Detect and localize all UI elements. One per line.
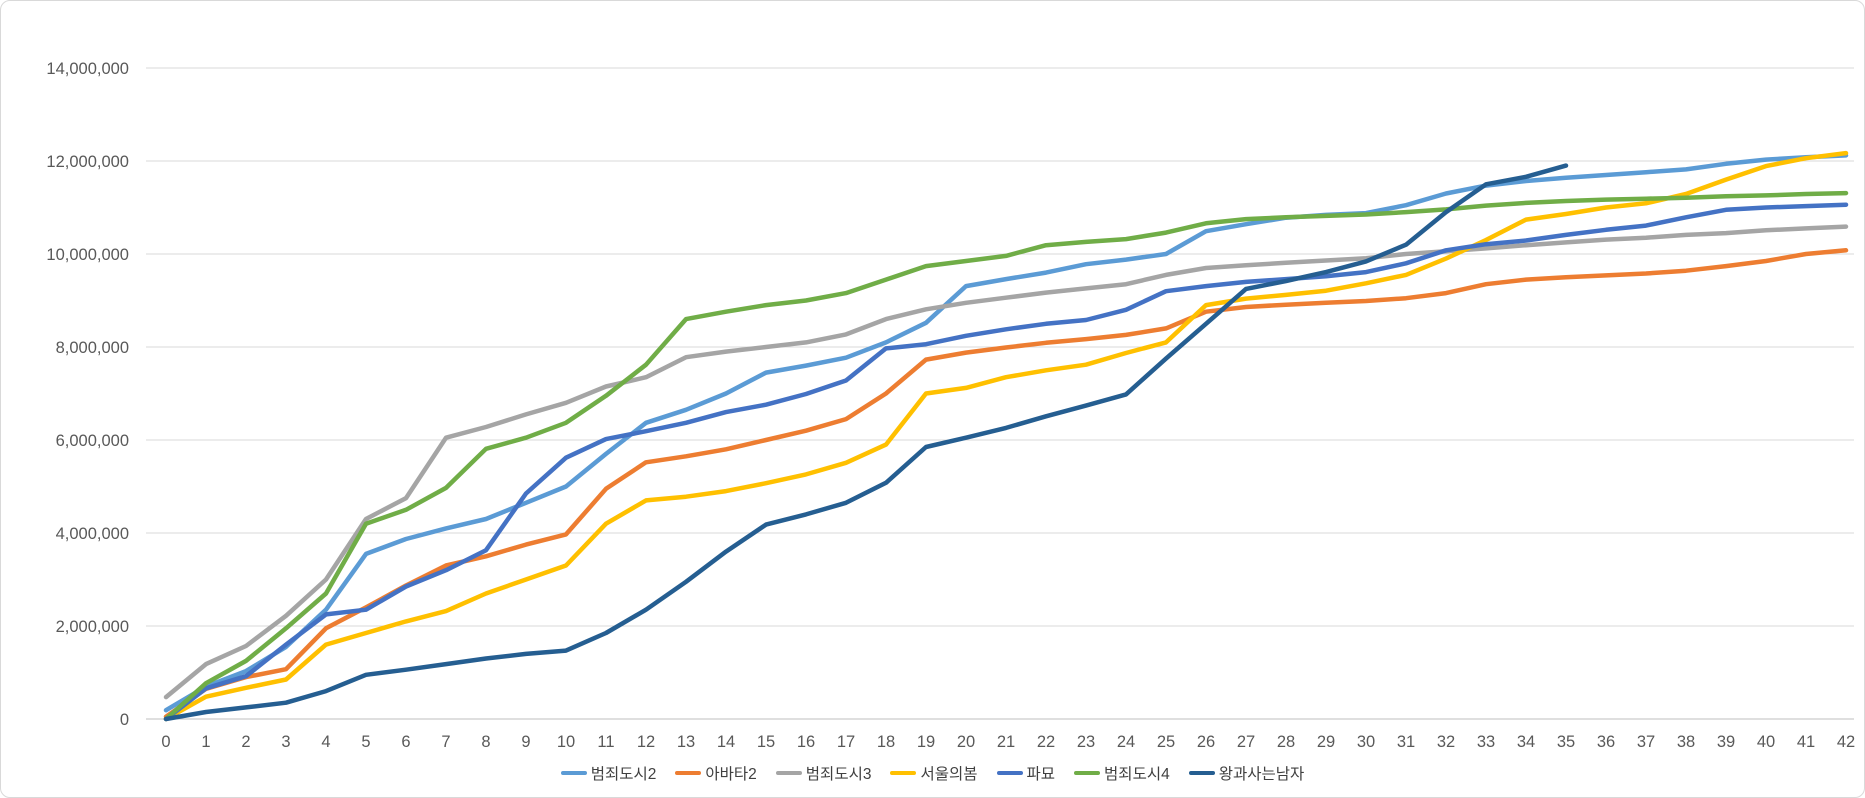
x-tick-label: 16 — [797, 733, 815, 751]
series-line-범죄도시2 — [163, 153, 1849, 713]
y-tick-label: 0 — [120, 711, 129, 729]
x-tick-label: 5 — [361, 733, 370, 751]
chart-legend: 범죄도시2 아바타2 범죄도시3 서울의봄 파묘 범죄도시4 왕과사는남자 — [1, 759, 1864, 787]
x-tick-label: 32 — [1437, 733, 1455, 751]
y-tick-label: 4,000,000 — [56, 525, 129, 543]
legend-line-swatch — [1074, 771, 1101, 775]
x-tick-label: 11 — [597, 733, 614, 751]
x-tick-label: 10 — [557, 733, 575, 751]
x-tick-label: 27 — [1237, 733, 1255, 751]
legend-line-swatch — [996, 771, 1023, 775]
x-tick-label: 14 — [717, 733, 735, 751]
x-tick-label: 34 — [1517, 733, 1535, 751]
legend-line-swatch — [1188, 771, 1215, 775]
legend-label: 아바타2 — [705, 766, 757, 783]
legend-item-범죄도시4: 범죄도시4 — [1074, 762, 1170, 784]
x-tick-label: 33 — [1477, 733, 1495, 751]
x-tick-label: 41 — [1797, 733, 1815, 751]
legend-item-파묘: 파묘 — [996, 762, 1056, 784]
x-tick-label: 6 — [401, 733, 410, 751]
x-tick-label: 29 — [1317, 733, 1335, 751]
x-tick-label: 23 — [1077, 733, 1095, 751]
x-tick-label: 28 — [1277, 733, 1295, 751]
x-tick-label: 13 — [677, 733, 695, 751]
x-tick-label: 26 — [1197, 733, 1215, 751]
series-line-범죄도시3 — [163, 224, 1849, 700]
legend-line-swatch — [890, 771, 917, 775]
x-tick-label: 7 — [441, 733, 450, 751]
legend-label: 왕과사는남자 — [1218, 766, 1305, 783]
x-tick-label: 35 — [1557, 733, 1575, 751]
y-tick-label: 2,000,000 — [56, 618, 129, 636]
x-tick-label: 31 — [1397, 733, 1415, 751]
x-tick-label: 12 — [637, 733, 655, 751]
legend-item-범죄도시3: 범죄도시3 — [775, 762, 872, 784]
legend-label: 범죄도시3 — [805, 766, 872, 783]
x-tick-label: 19 — [917, 733, 935, 751]
legend-label: 서울의봄 — [920, 766, 978, 783]
legend-line-swatch — [775, 771, 802, 775]
y-tick-label: 6,000,000 — [56, 432, 129, 450]
series-line-아바타2 — [163, 248, 1849, 719]
x-tick-label: 0 — [161, 733, 170, 751]
legend-label: 파묘 — [1026, 766, 1056, 783]
x-tick-label: 37 — [1637, 733, 1655, 751]
series-line-왕과사는남자 — [163, 163, 1569, 722]
x-tick-label: 15 — [757, 733, 775, 751]
x-tick-label: 9 — [521, 733, 530, 751]
x-tick-label: 40 — [1757, 733, 1775, 751]
x-tick-label: 30 — [1357, 733, 1375, 751]
legend-label: 범죄도시2 — [590, 766, 657, 783]
y-tick-label: 14,000,000 — [46, 60, 129, 78]
series-line-범죄도시4 — [163, 190, 1849, 722]
x-tick-label: 24 — [1117, 733, 1135, 751]
y-tick-label: 10,000,000 — [46, 246, 129, 264]
series-line-서울의봄 — [163, 150, 1849, 722]
x-tick-label: 21 — [997, 733, 1015, 751]
x-tick-label: 3 — [281, 733, 290, 751]
x-tick-label: 8 — [481, 733, 490, 751]
y-tick-label: 12,000,000 — [46, 153, 129, 171]
x-tick-label: 22 — [1037, 733, 1055, 751]
x-tick-label: 18 — [877, 733, 895, 751]
x-tick-label: 38 — [1677, 733, 1695, 751]
legend-line-swatch — [675, 771, 702, 775]
x-tick-label: 17 — [837, 733, 855, 751]
x-tick-label: 42 — [1837, 733, 1855, 751]
x-tick-label: 20 — [957, 733, 975, 751]
legend-item-왕과사는남자: 왕과사는남자 — [1188, 762, 1305, 784]
x-tick-label: 1 — [201, 733, 210, 751]
y-tick-label: 8,000,000 — [56, 339, 129, 357]
x-tick-label: 36 — [1597, 733, 1615, 751]
x-tick-label: 25 — [1157, 733, 1175, 751]
legend-line-swatch — [560, 771, 587, 775]
legend-item-서울의봄: 서울의봄 — [890, 762, 978, 784]
legend-label: 범죄도시4 — [1104, 766, 1170, 783]
x-tick-label: 4 — [321, 733, 330, 751]
x-tick-label: 2 — [241, 733, 250, 751]
series-line-파묘 — [163, 202, 1849, 722]
x-tick-label: 39 — [1717, 733, 1735, 751]
legend-item-범죄도시2: 범죄도시2 — [560, 762, 657, 784]
legend-item-아바타2: 아바타2 — [675, 762, 757, 784]
